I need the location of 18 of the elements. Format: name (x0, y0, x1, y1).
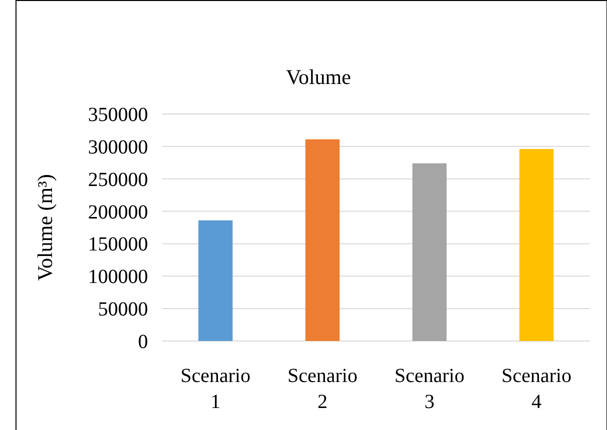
bar (412, 163, 447, 341)
y-axis-title: Volume (m³) (33, 174, 57, 281)
x-tick-label: Scenario 4 (502, 365, 572, 413)
y-tick-label: 200000 (88, 201, 148, 224)
bar (519, 149, 554, 341)
x-tick-label: Scenario 3 (394, 365, 464, 413)
y-tick-label: 300000 (88, 136, 148, 158)
y-tick-label: 100000 (88, 266, 148, 288)
y-tick-label: 350000 (88, 104, 148, 126)
chart-title: Volume (286, 65, 351, 89)
bar (198, 220, 233, 341)
y-tick-label: 50000 (98, 298, 148, 321)
y-tick-label: 150000 (88, 234, 148, 256)
y-tick-label: 250000 (88, 168, 148, 191)
x-tick-label: Scenario 1 (180, 365, 250, 413)
x-tick-label: Scenario 2 (288, 365, 358, 413)
bar (305, 139, 340, 341)
y-tick-label: 0 (138, 331, 148, 353)
